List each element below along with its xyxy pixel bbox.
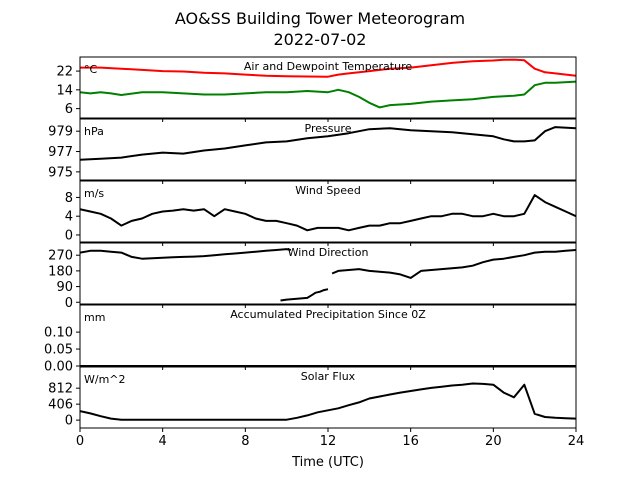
panel-5-ytick-label-0: 0 <box>65 414 73 429</box>
panel-1-title: Pressure <box>305 122 352 135</box>
panel-2-ytick-label-2: 8 <box>65 191 73 206</box>
xtick-label-4: 16 <box>402 434 419 449</box>
panel-4-ytick-label-1: 0.05 <box>44 343 73 358</box>
panel-3-series-1 <box>280 288 329 302</box>
chart-title: AO&SS Building Tower Meteorogram <box>175 9 465 28</box>
xtick-label-6: 24 <box>568 434 585 449</box>
panel-0: 6 14 22 °C Air and Dewpoint Temperature <box>56 56 577 122</box>
x-axis-label: Time (UTC) <box>291 455 364 470</box>
panel-3-ytick-label-1: 90 <box>56 280 73 295</box>
panel-4-ytick-label-2: 0.10 <box>44 326 73 341</box>
panel-1-unit: hPa <box>84 125 104 138</box>
panel-0-unit: °C <box>84 63 98 76</box>
panel-2-title: Wind Speed <box>295 184 361 197</box>
xtick-label-2: 8 <box>241 434 249 449</box>
panel-5-title: Solar Flux <box>301 370 356 383</box>
panel-2-series-0 <box>80 194 576 232</box>
panel-1-ytick-label-0: 975 <box>48 165 73 180</box>
xtick-label-0: 0 <box>76 434 84 449</box>
panel-0-series-1 <box>80 80 576 109</box>
panel-1-series-0 <box>80 126 576 161</box>
panel-5-unit: W/m^2 <box>84 373 126 386</box>
x-axis: 0 4 8 12 16 20 24 <box>76 434 584 449</box>
panel-3-ytick-label-3: 270 <box>48 249 73 264</box>
panel-5-ytick-label-1: 406 <box>48 398 73 413</box>
panel-1-ytick-label-1: 977 <box>48 145 73 160</box>
panel-3-ytick-label-2: 180 <box>48 264 73 279</box>
panel-2-ytick-label-0: 0 <box>65 228 73 243</box>
panel-4-unit: mm <box>84 311 105 324</box>
panel-1: 975 977 979 hPa Pressure <box>48 118 577 184</box>
panel-2-ytick-label-1: 4 <box>65 210 73 225</box>
panel-4: 0.00 0.05 0.10 mm Accumulated Precipitation … <box>44 304 577 375</box>
xtick-label-1: 4 <box>159 434 167 449</box>
panel-5-series-0 <box>80 382 576 421</box>
panel-3-series-2 <box>331 249 576 279</box>
xtick-label-5: 20 <box>485 434 502 449</box>
panel-4-ytick-label-0: 0.00 <box>44 360 73 375</box>
panel-0-ytick-label-0: 6 <box>65 102 73 117</box>
panel-3-series-0 <box>80 248 292 260</box>
panel-5-ytick-label-2: 812 <box>48 382 73 397</box>
panel-0-ytick-label-1: 14 <box>56 83 73 98</box>
panel-3-ytick-label-0: 0 <box>65 296 73 311</box>
panel-4-title: Accumulated Precipitation Since 0Z <box>230 308 426 321</box>
xtick-label-3: 12 <box>320 434 337 449</box>
panel-3-title: Wind Direction <box>288 246 369 259</box>
chart-subtitle: 2022-07-02 <box>274 30 367 49</box>
panel-0-ytick-label-2: 22 <box>56 65 73 80</box>
panel-1-ytick-label-2: 979 <box>48 125 73 140</box>
panel-0-title: Air and Dewpoint Temperature <box>244 60 412 73</box>
panel-0-series-0 <box>80 58 576 78</box>
panel-2-unit: m/s <box>84 187 104 200</box>
panel-2: 0 4 8 m/s Wind Speed <box>65 180 577 246</box>
